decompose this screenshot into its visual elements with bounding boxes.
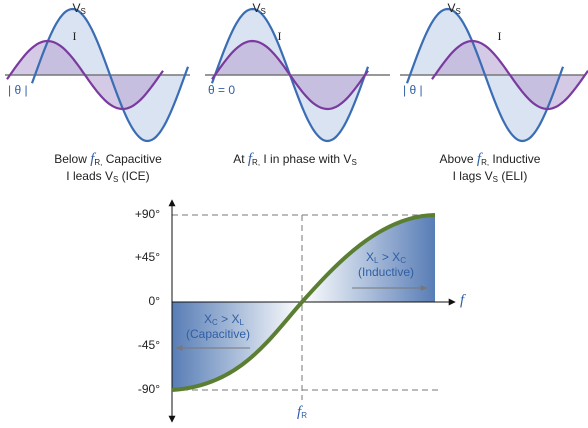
waveform-panel: VS I | θ | Below fR, Capacitive I leads VS (… xyxy=(5,1,190,184)
capacitive-region xyxy=(172,302,302,390)
i-label: I xyxy=(278,29,282,43)
caption: At fR, I in phase with VS xyxy=(233,151,357,167)
y-label: -90° xyxy=(138,382,160,396)
y-label: 0° xyxy=(149,294,161,308)
region-note: (Inductive) xyxy=(358,265,414,279)
phase-curve xyxy=(171,213,436,392)
vs-wave xyxy=(30,7,190,143)
theta-label: | θ | xyxy=(403,83,423,97)
caption: Above fR, Inductive xyxy=(440,151,541,167)
i-wave xyxy=(211,39,369,111)
y-label: -45° xyxy=(138,338,160,352)
x-axis-label: f xyxy=(460,292,466,308)
i-label: I xyxy=(498,29,502,43)
i-label: I xyxy=(73,29,77,43)
vs-label: VS xyxy=(253,1,266,16)
region-label: XC > XL xyxy=(204,312,244,327)
vs-label: VS xyxy=(73,1,86,16)
inductive-region xyxy=(302,215,435,302)
caption: I lags VS (ELI) xyxy=(453,169,528,184)
y-label: +90° xyxy=(135,207,160,221)
vs-wave xyxy=(405,7,565,143)
waveform-panel: VS I | θ | Above fR, Inductive I lags VS (EL… xyxy=(400,1,588,184)
phase-graph: +90° +45° 0° -45° -90° f fR XL > XC (Ind… xyxy=(135,199,466,423)
region-label: XL > XC xyxy=(366,250,406,265)
fr-label: fR xyxy=(297,404,307,420)
caption: Below fR, Capacitive xyxy=(54,151,162,167)
waveform-panels: VS I | θ | Below fR, Capacitive I leads VS (… xyxy=(5,1,588,184)
i-wave xyxy=(6,39,164,111)
vs-label: VS xyxy=(448,1,461,16)
region-note: (Capacitive) xyxy=(186,327,250,341)
i-wave xyxy=(431,39,588,111)
waveform-panel: VS Iθ = 0 At fR, I in phase with VS xyxy=(205,1,390,167)
theta-label: | θ | xyxy=(8,83,28,97)
theta-label: θ = 0 xyxy=(208,83,235,97)
caption: I leads VS (ICE) xyxy=(66,169,149,184)
y-label: +45° xyxy=(135,250,160,264)
